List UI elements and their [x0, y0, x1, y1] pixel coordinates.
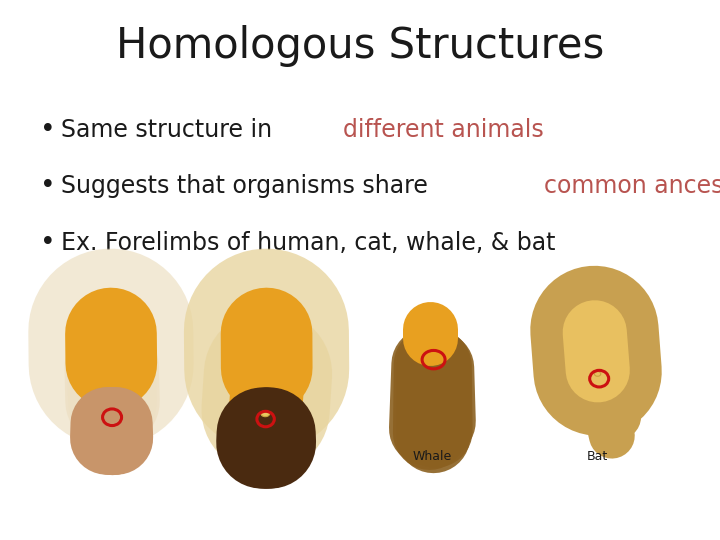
Ellipse shape — [427, 355, 440, 364]
Ellipse shape — [265, 369, 271, 374]
Ellipse shape — [595, 372, 600, 376]
Ellipse shape — [107, 415, 117, 423]
Text: common ancestor: common ancestor — [544, 174, 720, 198]
Text: Suggests that organisms share: Suggests that organisms share — [61, 174, 436, 198]
Ellipse shape — [259, 423, 271, 434]
Text: Whale: Whale — [413, 450, 451, 463]
Text: •: • — [40, 117, 55, 143]
Text: different animals: different animals — [343, 118, 544, 141]
Polygon shape — [258, 324, 275, 443]
Text: •: • — [40, 230, 55, 256]
Text: Ex. Forelimbs of human, cat, whale, & bat: Ex. Forelimbs of human, cat, whale, & ba… — [61, 231, 556, 255]
Polygon shape — [419, 322, 446, 443]
Text: Human: Human — [89, 450, 134, 463]
Text: Homologous Structures: Homologous Structures — [116, 25, 604, 67]
Polygon shape — [104, 324, 119, 409]
Ellipse shape — [107, 403, 118, 409]
Text: Bat: Bat — [587, 450, 608, 463]
Ellipse shape — [426, 329, 435, 338]
Ellipse shape — [261, 411, 270, 417]
Text: Same structure in: Same structure in — [61, 118, 280, 141]
Text: Cat: Cat — [256, 450, 277, 463]
Polygon shape — [587, 324, 621, 443]
Text: •: • — [40, 173, 55, 199]
